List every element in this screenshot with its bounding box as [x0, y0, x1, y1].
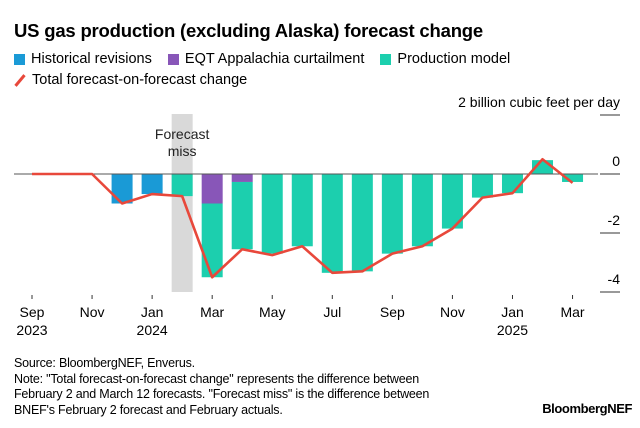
y-tick-label: -4 — [608, 271, 621, 287]
x-tick-label: Jul — [323, 304, 341, 320]
bar-production-model-8 — [261, 174, 283, 254]
legend-swatch-eqt — [167, 54, 179, 65]
x-tick-label: 2023 — [16, 322, 47, 338]
bar-eqt-appalachia-curtailment-6 — [201, 174, 223, 204]
legend-item-production: Production model — [380, 51, 510, 68]
x-tick-label: Jan — [141, 304, 164, 320]
x-tick-label: 2025 — [497, 322, 528, 338]
bar-production-model-14 — [441, 174, 463, 229]
legend-label: Production model — [397, 51, 511, 67]
forecast-miss-label: miss — [168, 143, 197, 159]
bar-production-model-10 — [321, 174, 343, 273]
bar-production-model-18 — [562, 174, 584, 182]
bar-eqt-appalachia-curtailment-7 — [231, 174, 253, 182]
bar-production-model-11 — [351, 174, 373, 272]
x-tick-label: Mar — [200, 304, 224, 320]
x-tick-label: Jan — [501, 304, 524, 320]
legend-swatch-production — [380, 54, 392, 65]
legend: Historical revisions EQT Appalachia curt… — [14, 51, 614, 89]
bar-production-model-6 — [201, 203, 223, 278]
legend-label: Historical revisions — [31, 51, 152, 67]
bar-production-model-9 — [291, 174, 313, 247]
bar-production-model-5 — [171, 174, 193, 197]
note-line: Note: "Total forecast-on-forecast change… — [14, 371, 419, 386]
bar-historical-revisions-4 — [141, 174, 163, 195]
footer-notes: Source: BloombergNEF, Enverus. Note: "To… — [14, 356, 429, 418]
x-tick-label: Nov — [440, 304, 465, 320]
y-tick-label: 2 billion cubic feet per day — [458, 94, 620, 110]
x-tick-label: Nov — [80, 304, 105, 320]
y-tick-label: 0 — [612, 153, 620, 169]
x-tick-label: Sep — [20, 304, 45, 320]
bar-historical-revisions-3 — [111, 174, 133, 204]
x-tick-label: Mar — [560, 304, 584, 320]
legend-label: Total forecast-on-forecast change — [32, 72, 248, 88]
brand-logo: BloombergNEF — [542, 401, 632, 416]
legend-item-eqt: EQT Appalachia curtailment — [167, 51, 365, 68]
note-line: BNEF's February 2 forecast and February … — [14, 402, 283, 417]
legend-item-historical: Historical revisions — [14, 51, 152, 68]
note-line: February 2 and March 12 forecasts. "Fore… — [14, 387, 430, 401]
x-tick-label: Sep — [380, 304, 405, 320]
chart-title: US gas production (excluding Alaska) for… — [14, 20, 483, 41]
bar-production-model-13 — [411, 174, 433, 247]
forecast-miss-band — [171, 114, 193, 292]
x-tick-label: May — [259, 304, 285, 320]
bar-production-model-7 — [231, 181, 253, 250]
legend-swatch-historical — [14, 54, 25, 65]
legend-item-total: Total forecast-on-forecast change — [14, 72, 247, 89]
y-tick-label: -2 — [608, 212, 621, 228]
x-tick-label: 2024 — [137, 322, 168, 338]
source-text: Source: BloombergNEF, Enverus. — [14, 356, 195, 370]
forecast-miss-label: Forecast — [155, 126, 210, 142]
legend-label: EQT Appalachia curtailment — [184, 51, 365, 67]
bar-production-model-12 — [381, 174, 403, 254]
bar-production-model-15 — [471, 174, 493, 198]
